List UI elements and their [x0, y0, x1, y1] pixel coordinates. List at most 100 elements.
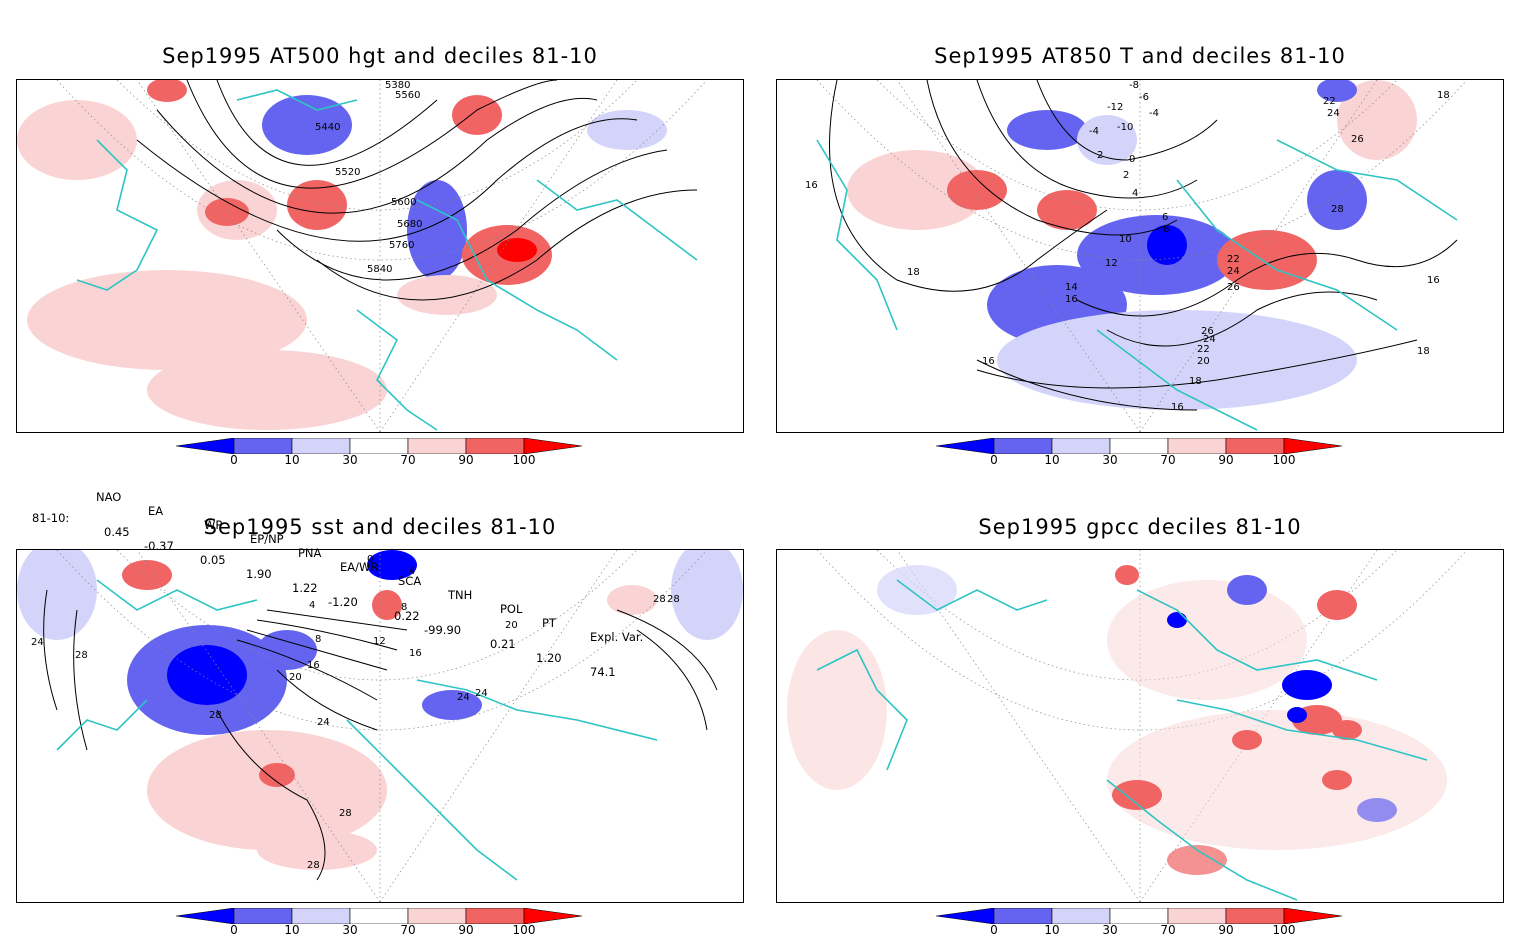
colorbar-arrow-low — [936, 908, 995, 924]
colorbar-arrow-low — [176, 438, 235, 454]
sst-label: 4 — [409, 566, 415, 577]
idx-value: 0.21 — [490, 637, 516, 651]
map-hgt500-svg: 5380 5560 5440 5520 5600 5680 5760 5840 — [17, 80, 743, 432]
hgt-label: 5840 — [367, 264, 392, 275]
colorbar-arrow-high — [1283, 438, 1343, 454]
colorbar-tick-label: 70 — [400, 453, 416, 467]
colorbar-tick-label: 10 — [1044, 923, 1060, 937]
sst-label: 24 — [31, 637, 44, 648]
idx-value: 0.22 — [394, 609, 420, 623]
idx-value: -0.37 — [144, 539, 174, 553]
t850-label: -4 — [1089, 126, 1099, 137]
colorbar-segment — [1109, 908, 1169, 924]
hgt-label: 5680 — [397, 219, 422, 230]
colorbar-segment — [1167, 438, 1227, 454]
sst-label: 28 — [75, 650, 88, 661]
t850-label: 22 — [1227, 254, 1240, 265]
sst-label: 16 — [307, 660, 320, 671]
sst-label: 28 — [209, 710, 222, 721]
map-t850-svg: -8 -6 -12 -4 -10 -4 2 0 2 4 6 8 10 12 14… — [805, 80, 1468, 432]
colorbar-segment — [349, 908, 409, 924]
idx-header: NAO — [96, 490, 122, 504]
t850-label: 24 — [1227, 266, 1240, 277]
colorbar-tick-label: 10 — [284, 923, 300, 937]
colorbar-svg — [176, 908, 583, 924]
idx-value: 1.20 — [536, 651, 562, 665]
colorbar-tick-label: 100 — [1272, 453, 1296, 467]
sst-label: 0 — [367, 554, 373, 565]
indices-header-row: NAO EA WP EP/NP PNA EA/WR SCA TNH POL PT… — [96, 476, 643, 644]
t850-label: 18 — [907, 267, 920, 278]
colorbar-segment — [1167, 908, 1227, 924]
t850-label: 26 — [1351, 134, 1364, 145]
hgt-label: 5440 — [315, 122, 340, 133]
colorbar-tick-label: 90 — [458, 923, 474, 937]
sst-label: 24 — [457, 692, 470, 703]
colorbar-tick-label: 70 — [400, 923, 416, 937]
t850-label: 2 — [1123, 170, 1129, 181]
t850-label: 16 — [1171, 402, 1184, 413]
colorbar-segment — [233, 438, 293, 454]
colorbar-segment — [1051, 908, 1111, 924]
colorbar-segment — [233, 908, 293, 924]
colorbar-svg — [176, 438, 583, 454]
map-t850: -8 -6 -12 -4 -10 -4 2 0 2 4 6 8 10 12 14… — [776, 79, 1504, 433]
sst-label: 24 — [317, 717, 330, 728]
idx-header: TNH — [448, 588, 473, 602]
colorbar-hgt500: 0 10 30 70 90 100 — [176, 438, 596, 470]
map-sst: 24 28 4 8 12 16 20 24 28 28 28 8 16 24 2… — [16, 549, 744, 903]
panel-title-gpcc: Sep1995 gpcc deciles 81-10 — [978, 515, 1302, 539]
t850-label: 16 — [1427, 275, 1440, 286]
colorbar-sst: 0 10 30 70 90 100 — [176, 908, 596, 940]
t850-label: 26 — [1201, 326, 1214, 337]
sst-label: 24 — [475, 688, 488, 699]
hgt-label: 5380 — [385, 80, 410, 91]
t850-label: 28 — [1331, 204, 1344, 215]
idx-value: 74.1 — [590, 665, 616, 679]
colorbar-segment — [465, 908, 525, 924]
panel-title-sst: Sep1995 sst and deciles 81-10 — [203, 515, 557, 539]
colorbar-tick-label: 90 — [1218, 453, 1234, 467]
colorbar-arrow-high — [523, 908, 583, 924]
colorbar-arrow-low — [936, 438, 995, 454]
t850-label: 14 — [1065, 282, 1078, 293]
t850-label: -4 — [1149, 108, 1159, 119]
idx-header: EA — [148, 504, 164, 518]
colorbar-tick-label: 90 — [458, 453, 474, 467]
t850-label: 18 — [1437, 90, 1450, 101]
colorbar-segment — [1225, 438, 1285, 454]
colorbar-tick-label: 30 — [342, 453, 358, 467]
colorbar-segment — [465, 438, 525, 454]
sst-label: 28 — [339, 808, 352, 819]
t850-label: 16 — [982, 356, 995, 367]
t850-label: 0 — [1129, 154, 1135, 165]
t850-label: -10 — [1117, 122, 1133, 133]
t850-label: 8 — [1163, 224, 1169, 235]
colorbar-tick-label: 0 — [990, 923, 998, 937]
sst-label: 28 — [307, 860, 320, 871]
map-sst-svg: 24 28 4 8 12 16 20 24 28 28 28 8 16 24 2… — [17, 550, 743, 902]
idx-header: EA/WR — [340, 560, 379, 574]
indices-value-row: 81-10: 0.45 -0.37 0.05 1.90 1.22 -1.20 0… — [32, 497, 616, 679]
hgt-label: 5600 — [391, 197, 416, 208]
sst-label: 16 — [409, 648, 422, 659]
colorbar-tick-label: 0 — [230, 923, 238, 937]
hgt-label: 5560 — [395, 90, 420, 101]
colorbar-tick-label: 90 — [1218, 923, 1234, 937]
idx-value: 0.05 — [200, 553, 226, 567]
idx-header: SCA — [398, 574, 422, 588]
colorbar-arrow-high — [523, 438, 583, 454]
t850-label: 24 — [1203, 334, 1216, 345]
colorbar-svg — [936, 908, 1343, 924]
colorbar-tick-label: 30 — [342, 923, 358, 937]
sst-label: 20 — [505, 620, 518, 631]
colorbar-segment — [993, 908, 1053, 924]
colorbar-tick-label: 30 — [1102, 923, 1118, 937]
t850-label: -8 — [1129, 80, 1139, 91]
idx-value: 1.22 — [292, 581, 318, 595]
hgt-label: 5760 — [389, 240, 414, 251]
t850-label: -6 — [1139, 92, 1149, 103]
t850-label: 22 — [1323, 96, 1336, 107]
sst-label: 8 — [401, 602, 407, 613]
idx-value: -1.20 — [328, 595, 358, 609]
